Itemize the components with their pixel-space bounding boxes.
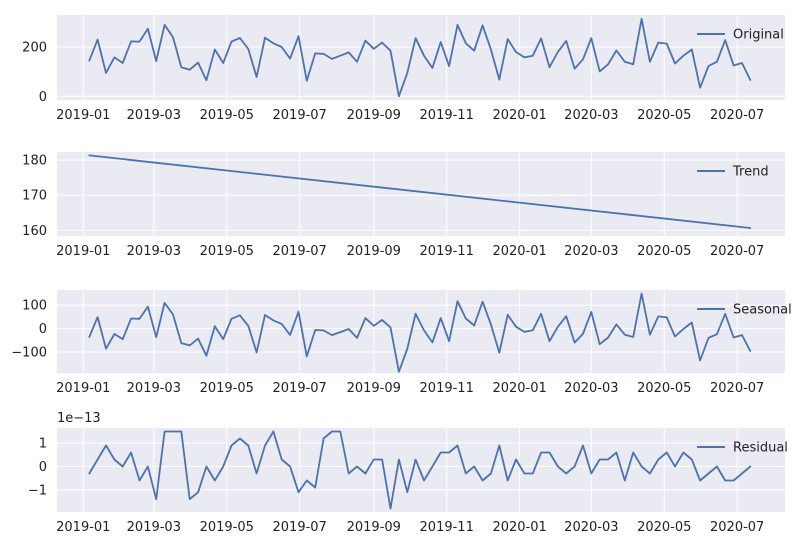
y-tick-label: 170	[22, 189, 47, 204]
x-tick-label: 2019-11	[420, 520, 474, 535]
y-tick-label: 100	[22, 299, 47, 314]
x-tick-label: 2019-03	[127, 520, 181, 535]
x-tick-label: 2019-05	[200, 520, 254, 535]
x-tick-label: 2020-07	[710, 244, 764, 259]
legend-label: Original	[733, 28, 784, 43]
x-tick-label: 2019-07	[273, 381, 327, 396]
x-tick-label: 2019-07	[273, 244, 327, 259]
legend-label: Residual	[733, 441, 788, 456]
x-tick-label: 2019-05	[200, 108, 254, 123]
x-tick-label: 2020-01	[492, 520, 546, 535]
x-tick-label: 2020-05	[637, 381, 691, 396]
x-tick-label: 2019-11	[420, 108, 474, 123]
x-tick-label: 2019-09	[347, 108, 401, 123]
x-tick-label: 2020-03	[564, 520, 618, 535]
series-line-trend	[88, 154, 752, 229]
x-tick-label: 2020-03	[564, 381, 618, 396]
x-tick-label: 2020-05	[637, 244, 691, 259]
x-tick-label: 2020-03	[564, 244, 618, 259]
x-tick-label: 2019-05	[200, 381, 254, 396]
y-tick-label: 180	[22, 154, 47, 169]
x-tick-label: 2019-01	[56, 381, 110, 396]
x-tick-label: 2020-07	[710, 381, 764, 396]
y-tick-label: 0	[39, 322, 47, 337]
x-tick-label: 2019-05	[200, 244, 254, 259]
x-tick-label: 2019-07	[273, 520, 327, 535]
x-tick-label: 2019-11	[420, 244, 474, 259]
y-tick-label: 0	[39, 90, 47, 105]
x-tick-label: 2020-07	[710, 520, 764, 535]
x-tick-label: 2019-01	[56, 108, 110, 123]
x-tick-label: 2020-01	[492, 244, 546, 259]
y-tick-label: 1	[39, 437, 47, 452]
plot-area	[57, 428, 785, 512]
series-line-original	[88, 17, 752, 98]
x-tick-label: 2019-01	[56, 244, 110, 259]
x-tick-label: 2019-11	[420, 381, 474, 396]
x-tick-label: 2019-01	[56, 520, 110, 535]
y-tick-label: 0	[39, 460, 47, 475]
y-tick-label: 200	[22, 41, 47, 56]
legend-label: Seasonal	[733, 303, 792, 318]
series-line-residual	[88, 430, 752, 510]
x-tick-label: 2019-03	[127, 108, 181, 123]
plot-area	[57, 290, 785, 373]
x-tick-label: 2019-09	[347, 244, 401, 259]
x-tick-label: 2019-09	[347, 381, 401, 396]
panel-trend: 2019-01 2019-03 2019-05 2019-07 2019-09 2019-…	[22, 152, 785, 259]
x-tick-label: 2019-03	[127, 381, 181, 396]
x-tick-label: 2020-01	[492, 108, 546, 123]
x-tick-label: 2020-05	[637, 520, 691, 535]
axis-offset-label: 1e−13	[57, 411, 101, 426]
y-tick-label: 160	[22, 224, 47, 239]
x-tick-label: 2020-05	[637, 108, 691, 123]
x-tick-label: 2020-03	[564, 108, 618, 123]
x-tick-label: 2020-07	[710, 108, 764, 123]
x-tick-label: 2020-01	[492, 381, 546, 396]
x-tick-label: 2019-07	[273, 108, 327, 123]
y-tick-label: −1	[28, 483, 47, 498]
panel-residual: 2019-01 2019-03 2019-05 2019-07 2019-09 2019-…	[28, 411, 788, 535]
legend-label: Trend	[732, 165, 769, 180]
y-tick-label: −100	[11, 345, 47, 360]
series-line-seasonal	[88, 292, 752, 373]
panel-seasonal: 2019-01 2019-03 2019-05 2019-07 2019-09 2019-…	[11, 290, 792, 396]
panel-original: 2019-01 2019-03 2019-05 2019-07 2019-09 2019-…	[22, 15, 785, 123]
x-tick-label: 2019-09	[347, 520, 401, 535]
x-tick-label: 2019-03	[127, 244, 181, 259]
